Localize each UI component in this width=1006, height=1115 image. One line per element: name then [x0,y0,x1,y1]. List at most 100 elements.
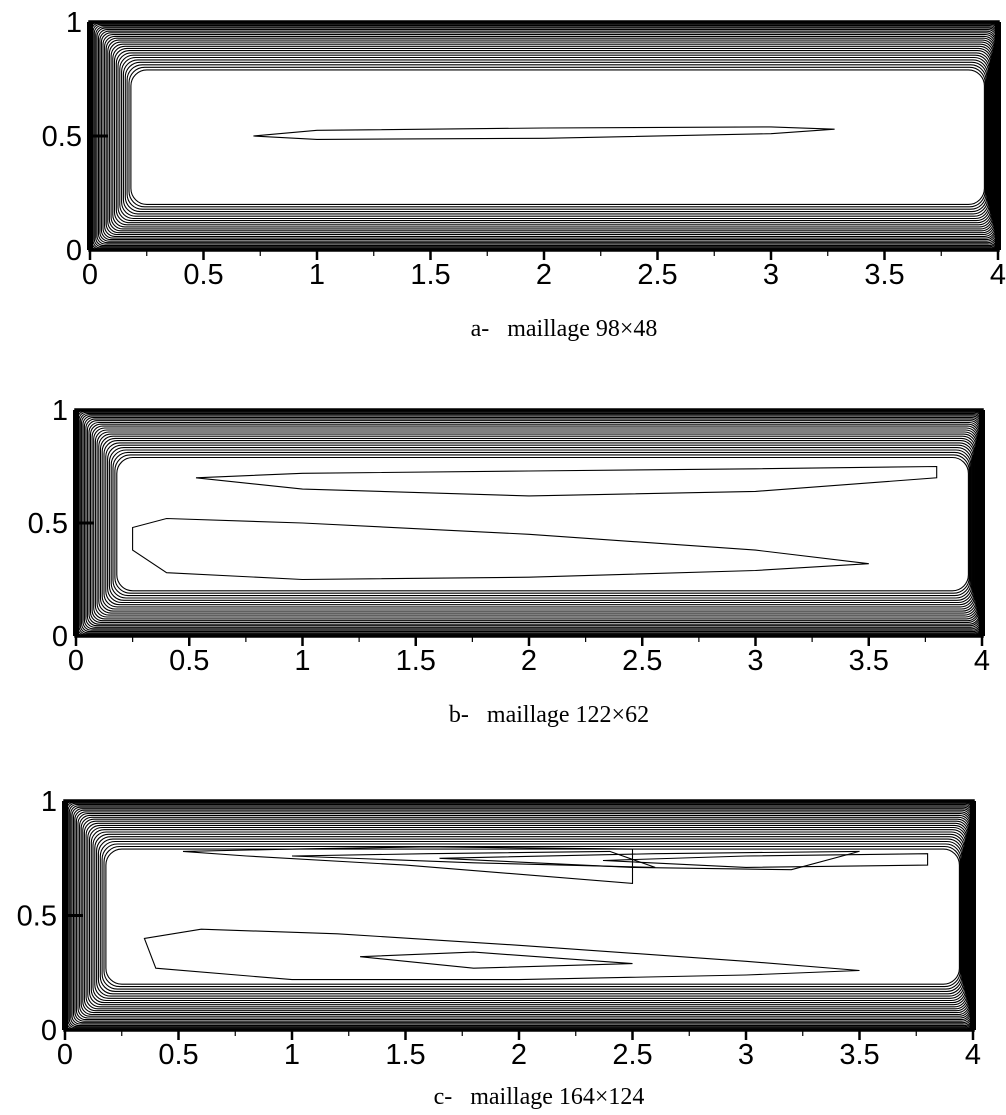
contour-ring [90,829,967,1004]
contour-ring [121,56,989,217]
contour-ring [97,838,964,995]
contour-ring [92,831,966,1002]
x-tick-label: 0.5 [183,259,223,291]
x-tick-label: 0 [82,259,98,291]
contour-ring [88,826,967,1006]
x-tick-label: 2.5 [622,645,662,677]
contour-ring [130,69,985,205]
contour-ring [117,52,991,222]
contour-ring [85,822,968,1010]
y-tick-label: 0.5 [28,508,68,540]
x-tick-label: 2 [521,645,537,677]
y-tick-label: 0 [66,235,82,267]
contour-ring [101,843,962,990]
x-tick-label: 2 [511,1039,527,1071]
contour-ring [122,59,989,215]
x-tick-label: 1.5 [385,1039,425,1071]
contour-ring [107,39,995,234]
contour-cell [143,928,860,981]
contour-ring [97,29,997,244]
contour-ring [105,848,960,985]
contour-cell [253,126,835,140]
panel-c: 0 0.5 1 1.5 2 2.5 3 3.5 4 0 0.5 1 c- maillage 164×12… [17,786,981,1110]
contour-ring [83,417,981,630]
contour-ring [110,43,993,230]
contour-ring [87,824,968,1008]
panel-caption: b- maillage 122×62 [449,702,649,728]
contour-ring [112,451,971,597]
x-tick-label: 3 [763,259,779,291]
contour-ring [103,440,975,608]
y-tick-label: 0 [41,1015,57,1047]
x-tick-label: 1.5 [410,259,450,291]
x-tick-label: 3 [738,1039,754,1071]
contour-ring [119,54,990,220]
contour-ring [86,420,981,627]
contour-ring [108,447,973,601]
contour-ring [115,50,992,224]
contour-ring [75,811,972,1021]
x-tick-label: 3 [747,645,763,677]
x-tick-label: 0.5 [158,1039,198,1071]
x-tick-label: 4 [990,259,1006,291]
contour-ring [99,840,963,992]
contour-ring [103,845,961,988]
x-tick-label: 3.5 [849,645,889,677]
contour-ring [90,21,999,251]
contour-ring [112,45,993,228]
contour-ring [99,435,976,612]
x-tick-label: 0 [68,645,84,677]
contour-cell [439,850,860,871]
x-tick-label: 1.5 [396,645,436,677]
x-tick-label: 4 [974,645,990,677]
y-tick-label: 0 [52,621,68,653]
x-tick-label: 4 [965,1039,981,1071]
panel-a: 0 0.5 1 1.5 2 2.5 3 3.5 4 0 0.5 1 a- maillage 98×48 [42,7,1006,342]
panel-caption: a- maillage 98×48 [471,316,658,342]
contour-ring [72,808,972,1024]
y-tick-label: 1 [66,7,82,39]
contour-ring [128,66,986,208]
contour-ring [108,41,994,232]
contour-ring [76,409,983,637]
contour-ring [96,836,964,997]
y-tick-label: 1 [41,786,57,818]
contour-ring [105,442,974,606]
contour-ring [126,64,987,210]
contour-ring [101,437,975,610]
contour-ring [124,61,988,213]
x-tick-label: 0 [57,1039,73,1071]
contour-cell [132,517,869,581]
y-tick-label: 0.5 [42,121,82,153]
contour-ring [110,449,972,599]
contour-ring [83,820,969,1012]
x-tick-label: 1 [284,1039,300,1071]
y-tick-label: 0.5 [17,901,57,933]
contour-ring [94,429,978,618]
panel-caption: c- maillage 164×124 [434,1084,645,1110]
contour-ring [65,800,974,1031]
contour-ring [96,431,977,616]
x-tick-label: 2 [536,259,552,291]
contour-cell [182,846,634,884]
x-tick-label: 2.5 [612,1039,652,1071]
contour-cell [360,951,633,969]
contour-ring [113,47,992,226]
x-tick-label: 1 [309,259,325,291]
contour-ring [107,444,973,604]
contour-ring [100,32,997,241]
x-tick-label: 1 [294,645,310,677]
contour-ring [98,433,977,614]
y-tick-label: 1 [52,395,68,427]
x-tick-label: 0.5 [169,645,209,677]
contour-ring [94,833,965,999]
contour-cell [195,465,938,497]
x-tick-label: 3.5 [839,1039,879,1071]
panel-b: 0 0.5 1 1.5 2 2.5 3 3.5 4 0 0.5 1 b- maillage 122×62 [28,395,990,728]
contour-ring [114,454,970,594]
contour-cell [602,853,929,868]
x-tick-label: 2.5 [637,259,677,291]
x-tick-label: 3.5 [864,259,904,291]
contour-ring [116,456,969,592]
